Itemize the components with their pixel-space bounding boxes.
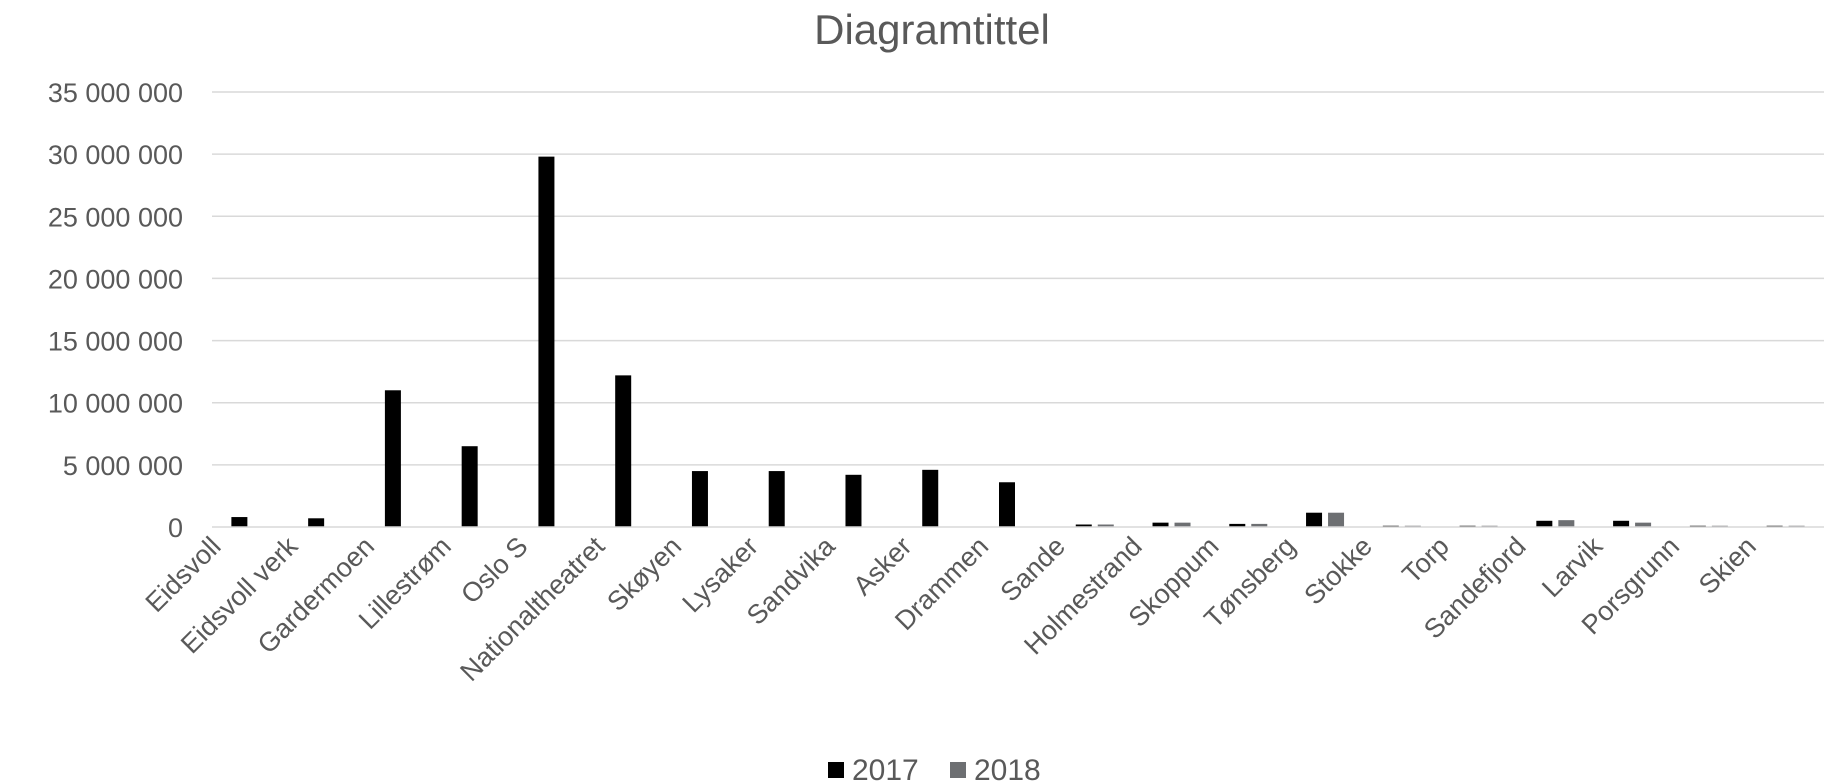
bar-2017 xyxy=(1229,523,1246,527)
y-tick-label: 25 000 000 xyxy=(48,202,183,232)
bar-2017 xyxy=(999,482,1015,527)
bar-2018 xyxy=(1558,520,1575,527)
x-category-label: Skøyen xyxy=(601,531,687,617)
bar-2018 xyxy=(1174,522,1191,527)
x-category-label: Larvik xyxy=(1536,531,1608,603)
bar-2017 xyxy=(691,471,708,527)
bar-2017 xyxy=(231,517,248,527)
bar-2017 xyxy=(384,390,401,527)
bar-2018 xyxy=(1635,522,1652,527)
bar-2018 xyxy=(1328,512,1345,527)
bar-2017 xyxy=(1306,512,1323,527)
bar-2017 xyxy=(308,518,325,527)
y-tick-label: 5 000 000 xyxy=(63,451,183,481)
bar-2017 xyxy=(1536,520,1553,527)
bars xyxy=(231,156,1805,527)
bar-2017 xyxy=(1075,524,1092,527)
legend: 2017 2018 xyxy=(828,754,1041,784)
legend-label: 2018 xyxy=(974,754,1041,784)
x-category-label: Asker xyxy=(847,531,917,601)
bar-2017 xyxy=(1152,522,1169,527)
chart-title: Diagramtittel xyxy=(814,6,1050,53)
bar-2017 xyxy=(845,474,862,527)
bar-2018 xyxy=(1251,523,1268,527)
y-axis-ticks: 0 5 000 000 10 000 000 15 000 000 20 000 000… xyxy=(48,78,183,543)
y-tick-label: 20 000 000 xyxy=(48,264,183,294)
bar-2017 xyxy=(615,375,632,527)
y-tick-label: 15 000 000 xyxy=(48,327,183,357)
bar-2017 xyxy=(922,469,939,527)
bar-2018 xyxy=(1097,524,1114,527)
x-category-label: Torp xyxy=(1396,531,1454,589)
x-category-label: Stokke xyxy=(1298,531,1378,611)
y-tick-label: 35 000 000 xyxy=(48,78,183,108)
legend-label: 2017 xyxy=(852,754,919,784)
gridlines xyxy=(212,91,1824,466)
y-tick-label: 0 xyxy=(168,513,183,543)
x-category-label: Sande xyxy=(995,531,1071,607)
legend-swatch-2018 xyxy=(950,762,966,778)
bar-2017 xyxy=(768,471,785,527)
y-tick-label: 30 000 000 xyxy=(48,140,183,170)
bar-2017 xyxy=(461,446,478,527)
x-category-label: Skien xyxy=(1693,531,1762,600)
bar-2017 xyxy=(538,156,555,527)
y-tick-label: 10 000 000 xyxy=(48,389,183,419)
x-category-label: Nationaltheatret xyxy=(454,531,610,687)
bar-2017 xyxy=(1613,520,1630,527)
legend-swatch-2017 xyxy=(828,762,844,778)
